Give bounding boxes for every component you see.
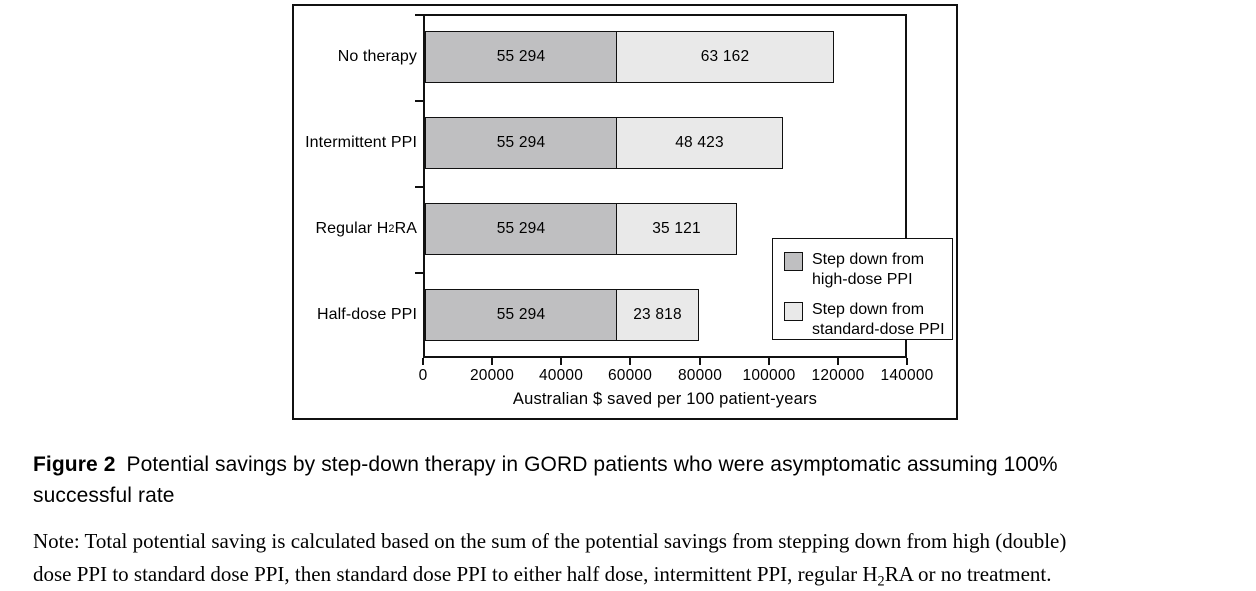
- bar-value-label: 48 423: [675, 134, 724, 151]
- stacked-bar: 55 294 63 162: [425, 31, 834, 83]
- bar-segment-high-dose-ppi: 55 294: [426, 118, 616, 168]
- figure-2-chart-panel: No therapy 55 294 63 162 Intermittent PPI 55…: [292, 4, 958, 420]
- figure-note: Note: Total potential saving is calculat…: [33, 525, 1248, 591]
- stacked-bar: 55 294 23 818: [425, 289, 699, 341]
- bar-value-label: 55 294: [496, 306, 546, 323]
- caption-figure-number: Figure 2: [33, 453, 116, 476]
- bar-segment-standard-dose-ppi: 48 423: [616, 118, 782, 168]
- chart-row: Half-dose PPI 55 294 23 818: [294, 272, 956, 358]
- note-text: RA or no treatment.: [884, 562, 1052, 586]
- bar-segment-standard-dose-ppi: 35 121: [616, 204, 736, 254]
- legend-label-line: Step down from: [812, 301, 925, 318]
- bar-value-label: 63 162: [700, 48, 750, 65]
- category-label-text: RA: [394, 220, 417, 237]
- note-line-1: Note: Total potential saving is calculat…: [33, 529, 1067, 553]
- chart-row: Regular H 2 RA 55 294 35 121: [294, 186, 956, 272]
- x-axis-tick: [906, 358, 908, 365]
- x-axis-tick: [560, 358, 562, 365]
- legend-item-standard-dose: Step down from standard-dose PPI: [784, 300, 946, 340]
- x-axis-tick: [837, 358, 839, 365]
- stacked-bar: 55 294 35 121: [425, 203, 737, 255]
- x-axis-tick-label: 0: [418, 367, 428, 384]
- chart-area: No therapy 55 294 63 162 Intermittent PPI 55…: [294, 6, 956, 418]
- category-label-text: Intermittent PPI: [305, 134, 417, 151]
- legend-label-standard-dose: Step down from standard-dose PPI: [812, 300, 945, 340]
- bar-value-label: 55 294: [496, 220, 546, 237]
- x-axis-tick-label: 80000: [677, 367, 723, 384]
- x-axis-tick-label: 120000: [811, 367, 865, 384]
- legend-swatch-standard-dose: [784, 302, 803, 321]
- legend-label-line: high-dose PPI: [812, 271, 913, 288]
- x-axis-label: Australian $ saved per 100 patient-years: [512, 390, 818, 408]
- legend-label-line: standard-dose PPI: [812, 321, 945, 338]
- category-label: No therapy: [294, 14, 417, 100]
- note-text: dose PPI to standard dose PPI, then stan…: [33, 562, 878, 586]
- stacked-bar: 55 294 48 423: [425, 117, 783, 169]
- category-label: Regular H 2 RA: [315, 220, 417, 237]
- x-axis-tick: [422, 358, 424, 365]
- category-label: Half-dose PPI: [294, 272, 417, 358]
- bar-value-label: 23 818: [633, 306, 682, 323]
- note-line-2: dose PPI to standard dose PPI, then stan…: [33, 558, 1248, 591]
- chart-row: Intermittent PPI 55 294 48 423: [294, 100, 956, 186]
- x-axis-tick-label: 100000: [742, 367, 796, 384]
- legend-label-line: Step down from: [812, 251, 925, 268]
- caption-line-1: Figure 2 Potential savings by step-down t…: [33, 449, 1243, 480]
- x-axis-tick-label: 140000: [880, 367, 934, 384]
- y-axis-tick: [415, 272, 423, 274]
- y-axis-tick: [415, 14, 423, 16]
- bar-value-label: 35 121: [652, 220, 701, 237]
- note-subscript: 2: [877, 573, 885, 590]
- bar-segment-standard-dose-ppi: 63 162: [616, 32, 833, 82]
- caption-text: Potential savings by step-down therapy i…: [126, 453, 1058, 476]
- x-axis-tick-label: 40000: [538, 367, 584, 384]
- bar-value-label: 55 294: [496, 134, 546, 151]
- y-axis-tick: [415, 186, 423, 188]
- bar-value-label: 55 294: [496, 48, 546, 65]
- x-axis-tick: [768, 358, 770, 365]
- category-label-text: No therapy: [337, 48, 417, 65]
- bar-rows: No therapy 55 294 63 162 Intermittent PPI 55…: [294, 14, 956, 358]
- figure-caption: Figure 2 Potential savings by step-down t…: [33, 449, 1243, 511]
- legend-swatch-high-dose: [784, 252, 803, 271]
- x-axis-tick-label: 20000: [469, 367, 515, 384]
- category-label-text: Half-dose PPI: [316, 306, 417, 323]
- bar-segment-high-dose-ppi: 55 294: [426, 32, 616, 82]
- y-axis-tick: [415, 100, 423, 102]
- legend-item-high-dose: Step down from high-dose PPI: [784, 250, 946, 290]
- chart-legend: Step down from high-dose PPI Step down f…: [772, 238, 953, 340]
- chart-row: No therapy 55 294 63 162: [294, 14, 956, 100]
- x-axis-tick: [491, 358, 493, 365]
- x-axis-tick-label: 60000: [607, 367, 653, 384]
- bar-segment-standard-dose-ppi: 23 818: [616, 290, 698, 340]
- bar-segment-high-dose-ppi: 55 294: [426, 204, 616, 254]
- legend-label-high-dose: Step down from high-dose PPI: [812, 250, 924, 290]
- category-label-text: Regular H: [315, 220, 389, 237]
- category-label: Intermittent PPI: [294, 100, 417, 186]
- x-axis-tick: [629, 358, 631, 365]
- caption-line-2: successful rate: [33, 484, 175, 507]
- x-axis-tick: [699, 358, 701, 365]
- bar-segment-high-dose-ppi: 55 294: [426, 290, 616, 340]
